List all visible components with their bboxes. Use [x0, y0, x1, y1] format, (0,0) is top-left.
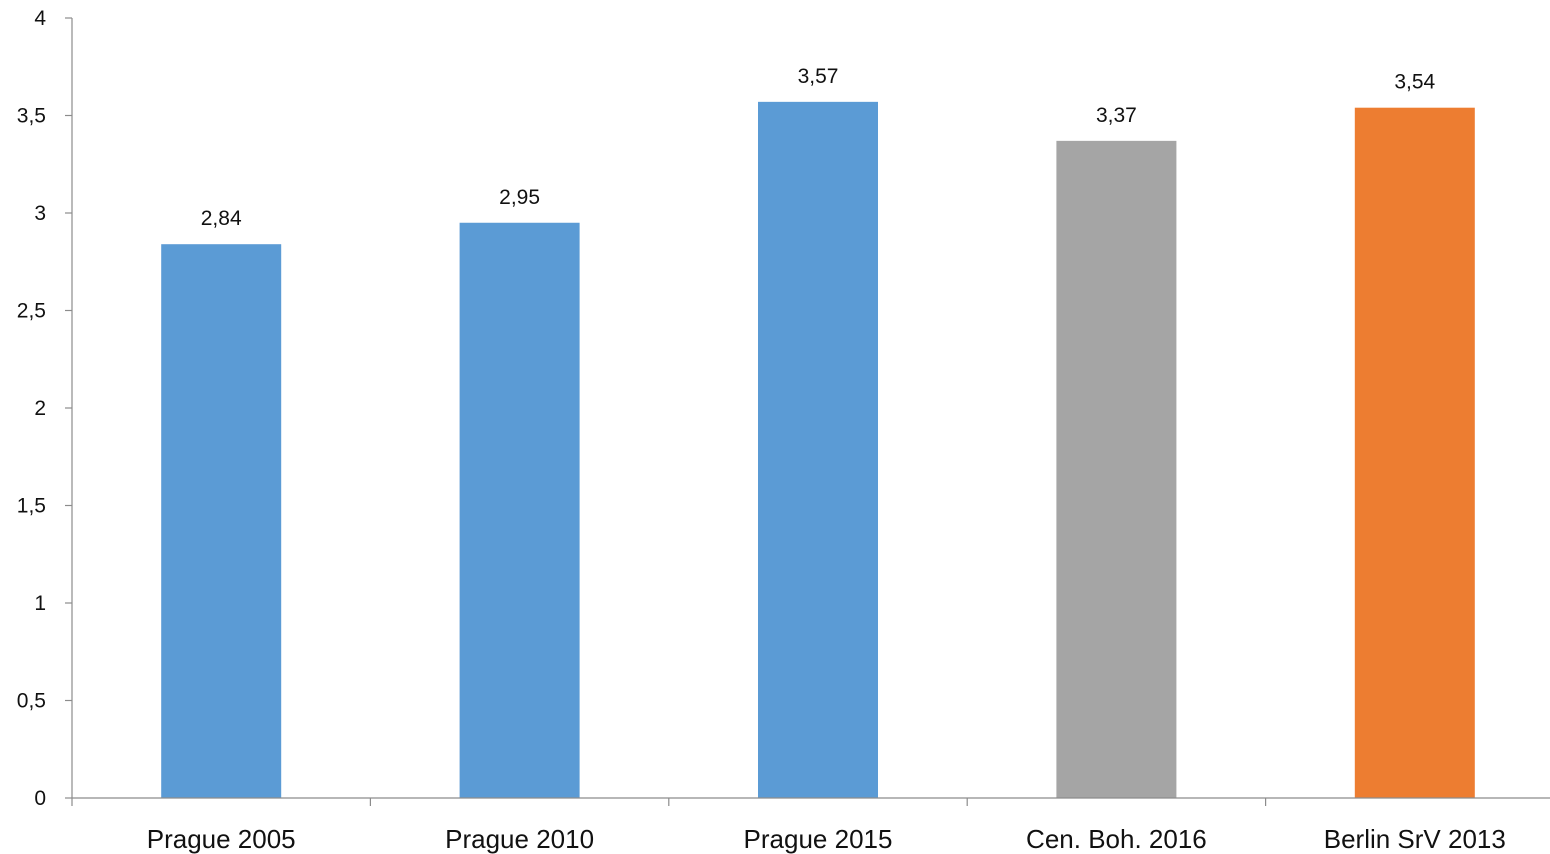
x-category-label: Prague 2005	[147, 824, 296, 854]
bar-value-label: 2,84	[201, 207, 242, 230]
x-axis	[71, 797, 1550, 806]
y-tick-label: 0,5	[17, 690, 46, 713]
y-axis-ticks: 0 0,5 1 1,5 2 2,5 3 3,5 4	[17, 7, 72, 810]
y-tick-label: 2,5	[17, 300, 46, 323]
y-tick-label: 4	[34, 7, 46, 30]
x-axis-labels: Prague 2005 Prague 2010 Prague 2015 Cen. Bo…	[147, 824, 1506, 854]
bar-value-label: 3,57	[798, 65, 839, 88]
y-tick-label: 3,5	[17, 105, 46, 128]
bar	[1056, 140, 1177, 799]
bar-value-label: 3,54	[1394, 71, 1435, 94]
bar	[459, 222, 580, 798]
x-category-label: Berlin SrV 2013	[1324, 824, 1506, 854]
x-category-label: Cen. Boh. 2016	[1026, 824, 1207, 854]
y-tick-label: 2	[34, 397, 46, 420]
bar	[161, 244, 282, 798]
y-tick-label: 1	[34, 592, 46, 615]
bar-value-label: 2,95	[499, 186, 540, 209]
x-category-label: Prague 2010	[445, 824, 594, 854]
bar	[1354, 107, 1475, 798]
y-tick-label: 1,5	[17, 495, 46, 518]
bars	[161, 101, 1475, 799]
x-category-label: Prague 2015	[744, 824, 893, 854]
bar	[758, 101, 878, 799]
y-tick-label: 3	[34, 202, 46, 225]
bar-value-label: 3,37	[1096, 104, 1137, 127]
data-labels: 2,84 2,95 3,57 3,37 3,54	[201, 65, 1436, 230]
y-tick-label: 0	[34, 787, 46, 810]
